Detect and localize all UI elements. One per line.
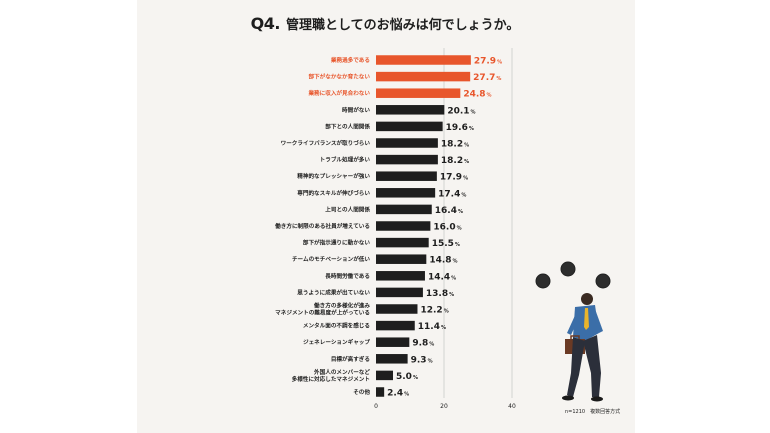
category-label: トラブル処理が多い [320, 156, 371, 164]
value-label: 20.1% [447, 106, 475, 116]
category-label: 外国人のメンバーなど多様性に対応したマネジメント [292, 368, 371, 383]
bar [376, 204, 432, 215]
value-label: 9.3% [411, 355, 433, 365]
value-label: 17.4% [438, 189, 466, 199]
bar [376, 221, 431, 231]
bar [376, 271, 425, 281]
bar [376, 304, 418, 314]
category-label: 専門的なスキルが伸びづらい [297, 189, 370, 197]
bar [376, 55, 471, 65]
category-label: 時間がない [342, 106, 370, 114]
chart-title: Q4. 管理職としてのお悩みは何でしょうか。 [0, 14, 770, 33]
bar [376, 105, 445, 115]
category-label: 部下が指示通りに動かない [303, 239, 371, 247]
category-label: 思うように成果が出ていない [297, 288, 370, 296]
title-text: 管理職としてのお悩みは何でしょうか。 [285, 18, 520, 33]
value-label: 18.2% [441, 156, 469, 166]
bar [376, 354, 408, 364]
category-label: 働き方に制限のある社員が増えている [274, 222, 370, 230]
value-label: 13.8% [426, 289, 454, 299]
value-label: 27.9% [474, 57, 502, 67]
category-label: 精神的なプレッシャーが強い [297, 172, 370, 180]
bar [376, 387, 385, 397]
bar [376, 370, 393, 381]
x-tick-label: 40 [508, 403, 516, 410]
value-label: 14.8% [429, 256, 457, 266]
title-number: Q4. [250, 14, 281, 33]
value-label: 2.4% [387, 389, 409, 399]
bar [376, 188, 436, 198]
category-label: 業務に収入が見合わない [307, 89, 370, 97]
category-label: 上司との人間関係 [325, 205, 370, 213]
category-label: ジェネレーションギャップ [303, 338, 370, 346]
value-label: 5.0% [396, 372, 418, 382]
value-label: 11.4% [418, 322, 446, 332]
bar [376, 88, 461, 98]
bar [376, 254, 427, 264]
value-label: 18.2% [441, 140, 469, 150]
value-label: 27.7% [473, 73, 501, 83]
value-label: 19.6% [446, 123, 474, 133]
value-label: 9.8% [412, 339, 434, 349]
x-tick-label: 0 [374, 403, 378, 410]
category-label: ワークライフバランスが取りづらい [281, 139, 371, 147]
category-label: 目標が高すぎる [331, 355, 370, 363]
bar [376, 71, 471, 82]
sample-note: n=1210 複数回答方式 [565, 409, 621, 415]
value-label: 17.9% [440, 173, 468, 183]
category-label: 働き方の多様化が進みマネジメントの難易度が上がっている [275, 302, 370, 317]
bar [376, 320, 415, 331]
category-label: 長時間労働である [325, 272, 370, 280]
stressed-businessman-illustration [535, 261, 611, 402]
bar [376, 237, 429, 248]
bar [376, 287, 423, 298]
value-label: 16.4% [435, 206, 463, 216]
value-label: 12.2% [420, 306, 448, 316]
category-label: 部下がなかなか育たない [308, 73, 370, 81]
value-label: 16.0% [433, 223, 461, 233]
bar [376, 138, 438, 148]
category-label: その他 [353, 388, 370, 396]
value-label: 15.5% [432, 239, 460, 249]
bar [376, 154, 438, 165]
value-label: 24.8% [463, 90, 491, 100]
bar [376, 337, 410, 347]
category-label: メンタル面の不調を感じる [303, 322, 370, 330]
bar [376, 171, 437, 181]
category-label: 業務過多である [330, 56, 370, 64]
category-label: チームのモチベーションが低い [292, 255, 370, 263]
value-label: 14.4% [428, 272, 456, 282]
x-tick-label: 20 [440, 403, 448, 410]
bar [376, 121, 443, 132]
category-label: 部下との人間関係 [325, 122, 370, 130]
